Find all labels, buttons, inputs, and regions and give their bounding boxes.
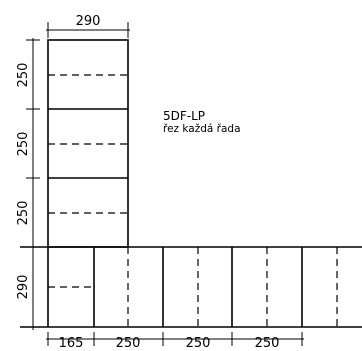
top-dimension: 290	[46, 14, 130, 38]
bottom-dimension-label-3: 250	[186, 336, 211, 351]
note: 5DF-LP řez každá řada	[163, 109, 241, 135]
left-dimension: 250 250 250 290	[16, 38, 40, 330]
top-dimension-label: 290	[76, 14, 101, 29]
bottom-dimension-label-1: 165	[59, 336, 84, 351]
horizontal-row	[20, 246, 362, 328]
bottom-dimension-label-2: 250	[116, 336, 141, 351]
vertical-column	[47, 39, 129, 248]
left-dimension-label-3: 250	[16, 201, 31, 226]
bottom-dimension: 165 250 250 250	[46, 332, 304, 351]
left-dimension-label-2: 250	[16, 132, 31, 157]
note-title: 5DF-LP	[163, 109, 205, 123]
left-dimension-label-1: 250	[16, 63, 31, 88]
bottom-dimension-label-4: 250	[255, 336, 280, 351]
left-dimension-label-4: 290	[16, 275, 31, 300]
note-subtitle: řez každá řada	[163, 123, 241, 135]
